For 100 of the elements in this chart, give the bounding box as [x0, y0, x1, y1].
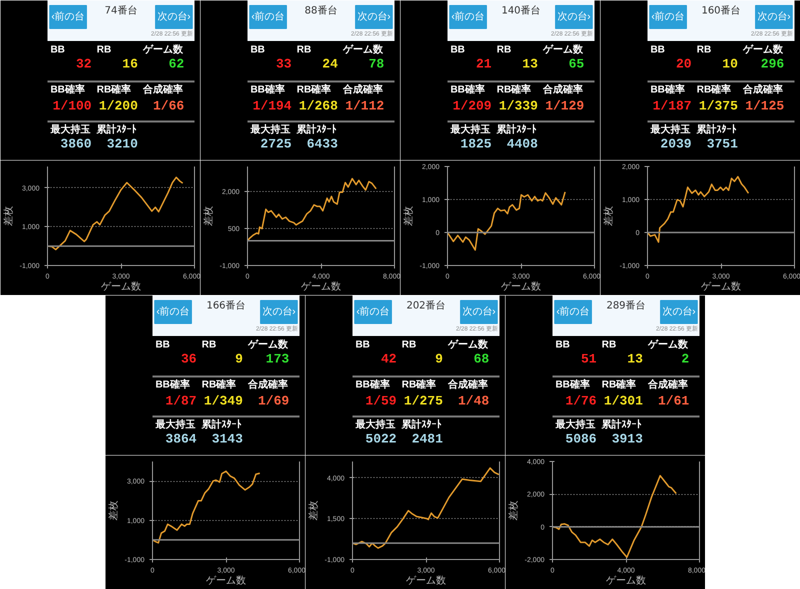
text: 1/87: [165, 394, 197, 408]
text: 累計ｽﾀｰﾄ: [96, 124, 137, 136]
text: 32: [76, 56, 92, 72]
line-series: [248, 178, 377, 242]
text: ゲーム数: [742, 44, 784, 56]
text: 2039: [660, 136, 692, 152]
text: 累計ｽﾀｰﾄ: [600, 418, 642, 430]
text: BB: [50, 44, 65, 56]
text: ゲーム数: [542, 44, 584, 56]
text: ゲーム数: [142, 44, 184, 56]
text: 3864: [165, 432, 197, 446]
text: 次の台›: [662, 306, 696, 318]
text: 1/59: [365, 394, 397, 408]
text: 3210: [106, 136, 138, 152]
text: 6433: [306, 136, 338, 152]
text: RB確率: [602, 378, 636, 390]
text: 1/209: [452, 98, 492, 114]
text: 9: [235, 352, 244, 366]
x-axis-title: ゲーム数: [701, 282, 741, 292]
text: RB: [96, 44, 112, 56]
text: 最大持玉: [249, 124, 290, 136]
text: 合成確率: [647, 378, 688, 390]
text: 5086: [565, 432, 597, 446]
text: 3860: [60, 136, 92, 152]
text: 78: [368, 56, 384, 72]
text: 65: [568, 56, 584, 72]
y-axis-title: 差枚: [108, 500, 120, 520]
text: RB: [402, 340, 416, 350]
x-axis-title: ゲーム数: [206, 576, 246, 586]
text: BB確率: [450, 84, 485, 96]
y-axis-title: 差枚: [308, 500, 320, 520]
text: 1/268: [298, 98, 338, 114]
text: 2: [681, 352, 690, 366]
text: 1/349: [204, 394, 244, 408]
y-axis-title: 差枚: [602, 206, 615, 226]
text: 1/275: [404, 394, 444, 408]
x-axis-title: ゲーム数: [301, 282, 341, 292]
text: 1/69: [258, 394, 290, 408]
text: RB確率: [496, 84, 532, 96]
text: 36: [180, 352, 197, 366]
text: 1/66: [153, 98, 184, 114]
text: 次の台›: [157, 10, 191, 22]
text: 合成確率: [742, 84, 784, 96]
text: 33: [276, 56, 292, 72]
text: 1/301: [604, 394, 644, 408]
text: 21: [476, 56, 492, 72]
text: 累計ｽﾀｰﾄ: [400, 418, 442, 430]
line-series: [352, 467, 500, 549]
text: 1/76: [565, 394, 597, 408]
text: 1/100: [52, 98, 92, 114]
text: RB確率: [296, 84, 332, 96]
text: 2725: [260, 136, 292, 152]
text: 1/61: [658, 394, 690, 408]
text: RB確率: [96, 84, 132, 96]
text: RB: [202, 340, 216, 350]
text: 累計ｽﾀｰﾄ: [496, 124, 537, 136]
text: ‹前の台: [651, 10, 685, 22]
text: 次の台›: [357, 10, 391, 22]
text: RB確率: [202, 378, 236, 390]
text: 累計ｽﾀｰﾄ: [200, 418, 242, 430]
text: 最大持玉: [649, 124, 690, 136]
text: 24: [322, 56, 338, 72]
text: RB確率: [696, 84, 732, 96]
text: 1/200: [98, 98, 138, 114]
text: 3143: [212, 432, 244, 446]
text: 累計ｽﾀｰﾄ: [696, 124, 737, 136]
text: 1/339: [498, 98, 538, 114]
text: 最大持玉: [449, 124, 490, 136]
text: 51: [580, 352, 597, 366]
text: ‹前の台: [451, 10, 485, 22]
text: BB確率: [650, 84, 685, 96]
text: 13: [522, 56, 538, 72]
text: 13: [627, 352, 644, 366]
text: 20: [676, 56, 692, 72]
y-axis-title: 差枚: [2, 206, 15, 226]
text: 42: [380, 352, 397, 366]
text: 296: [760, 56, 784, 72]
text: 次の台›: [757, 10, 791, 22]
line-series: [648, 176, 750, 243]
text: RB: [496, 44, 512, 56]
text: BB: [450, 44, 465, 56]
y-axis-title: 差枚: [402, 206, 415, 226]
text: 62: [168, 56, 184, 72]
text: 最大持玉: [354, 418, 396, 430]
text: 合成確率: [142, 84, 184, 96]
text: 9: [435, 352, 444, 366]
text: BB確率: [155, 378, 190, 390]
x-axis-title: ゲーム数: [501, 282, 541, 292]
text: 5022: [365, 432, 397, 446]
text: ‹前の台: [251, 10, 285, 22]
text: 合成確率: [447, 378, 488, 390]
text: 最大持玉: [49, 124, 90, 136]
line-series: [152, 470, 261, 544]
text: 合成確率: [542, 84, 584, 96]
x-axis-title: ゲーム数: [406, 576, 446, 586]
text: 次の台›: [557, 10, 591, 22]
text: BB確率: [555, 378, 590, 390]
text: 3751: [706, 136, 738, 152]
text: BB: [555, 340, 570, 350]
text: 1825: [460, 136, 492, 152]
